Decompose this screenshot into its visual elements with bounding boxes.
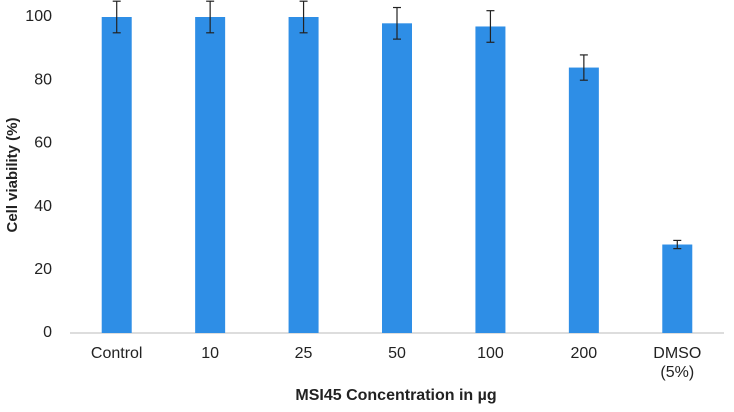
bar	[382, 23, 412, 333]
error-bar	[579, 54, 588, 81]
error-bar	[393, 6, 401, 40]
error-bar	[486, 10, 495, 43]
bar	[568, 67, 599, 333]
y-tick-label: 80	[34, 71, 52, 88]
bar	[475, 26, 506, 333]
error-bar	[299, 0, 308, 34]
bar	[662, 244, 693, 333]
y-tick-label: 0	[43, 324, 52, 341]
x-tick-label: 25	[294, 345, 313, 362]
y-tick-label: 60	[34, 135, 52, 152]
x-axis-title: MSI45 Concentration in µg	[295, 387, 496, 404]
x-tick-label: Control	[90, 345, 143, 362]
y-axis-title: Cell viability (%)	[4, 117, 21, 232]
error-bar	[206, 0, 215, 34]
x-tick-label: DMSO (5%)	[653, 345, 702, 381]
y-tick-label: 40	[34, 198, 52, 215]
bar	[288, 17, 319, 333]
error-bar	[673, 239, 682, 250]
x-tick-label: 50	[388, 345, 406, 362]
bar	[195, 17, 226, 333]
bar	[101, 17, 132, 333]
y-tick-label: 100	[25, 8, 52, 25]
x-tick-label: 200	[570, 345, 598, 362]
x-tick-label: 10	[201, 345, 220, 362]
x-tick-label: 100	[477, 345, 504, 362]
error-bar	[112, 0, 121, 34]
y-tick-label: 20	[34, 261, 52, 278]
